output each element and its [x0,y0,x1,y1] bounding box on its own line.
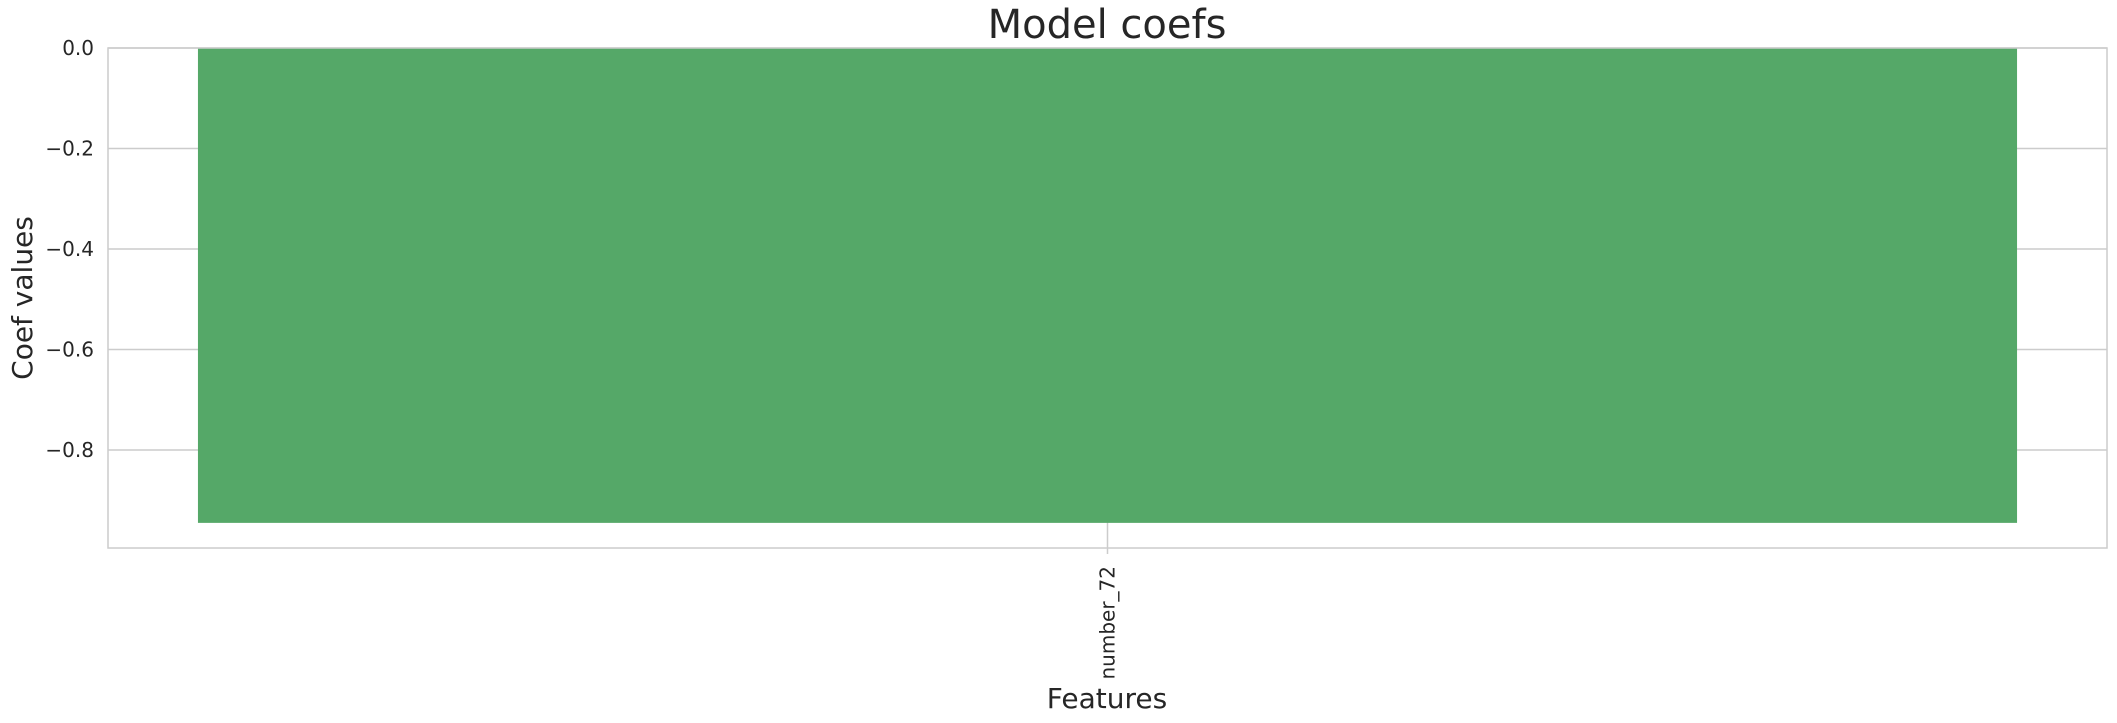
y-tick-label: −0.4 [45,237,94,261]
y-ticks: 0.0 −0.2 −0.4 −0.6 −0.8 [45,36,94,462]
bar [197,48,2018,523]
y-tick-label: 0.0 [62,36,94,60]
x-tick-label: number_72 [1096,566,1120,680]
x-ticks: number_72 [1096,548,1120,680]
chart-title: Model coefs [988,2,1227,48]
y-tick-label: −0.8 [45,438,94,462]
x-axis-label: Features [1047,682,1167,715]
bars [197,48,2018,523]
y-tick-label: −0.2 [45,137,94,161]
y-axis-label: Coef values [6,216,39,380]
y-tick-label: −0.6 [45,338,94,362]
